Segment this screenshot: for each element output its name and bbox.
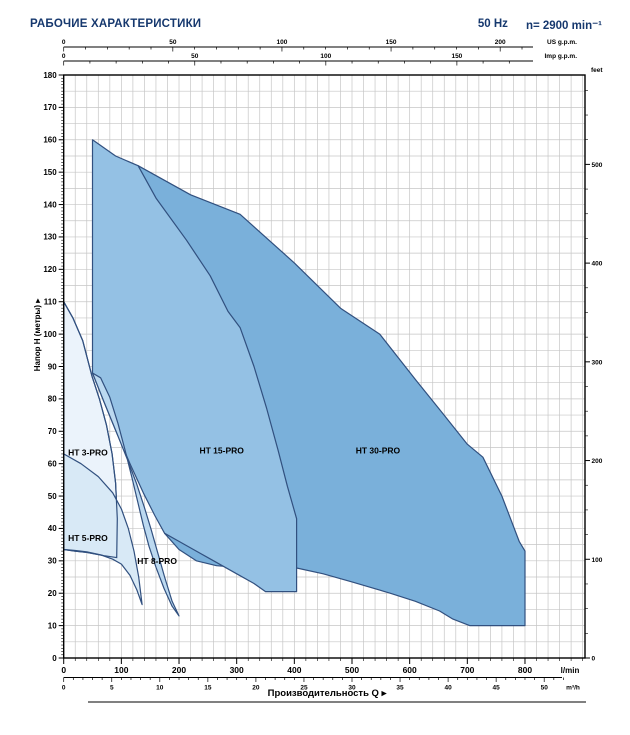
x-axis-usgpm	[63, 46, 533, 52]
y-tick-label: 60	[48, 459, 57, 468]
y-tick-label: 0	[52, 654, 57, 663]
m3h-tick-label: 15	[204, 685, 212, 692]
region-label-ht-3-pro: HT 3-PRO	[68, 447, 108, 457]
x-tick-label: 500	[345, 665, 359, 675]
x-tick-label: 400	[287, 665, 301, 675]
y-axis-meters	[58, 74, 64, 659]
y-tick-label: 40	[48, 524, 57, 533]
m3h-tick-label: 10	[156, 685, 164, 692]
m3h-tick-label: 25	[300, 685, 308, 692]
gpm-tick-label: 100	[277, 39, 288, 46]
feet-tick-label: 500	[592, 162, 603, 169]
y-tick-label: 160	[43, 136, 57, 145]
gpm-tick-label: 100	[320, 53, 331, 60]
y-tick-label: 50	[48, 492, 57, 501]
gpm-tick-label: 50	[169, 39, 177, 46]
x-unit-lpm: l/min	[561, 666, 580, 675]
feet-tick-label: 200	[592, 458, 603, 465]
m3h-tick-label: 30	[348, 685, 356, 692]
y-axis-title: Напор H (метры) ▸	[33, 298, 42, 372]
y-tick-label: 100	[43, 330, 57, 339]
region-ht-15-pro	[91, 139, 298, 593]
gpm-tick-label: 0	[62, 53, 66, 60]
y-tick-label: 70	[48, 427, 57, 436]
y-tick-label: 170	[43, 103, 57, 112]
x-axis-title: Производительность Q ▸	[268, 688, 388, 699]
y-tick-label: 20	[48, 589, 57, 598]
y-tick-label: 30	[48, 557, 57, 566]
y-tick-label: 80	[48, 395, 57, 404]
x-axis-impgpm-unit: Imp g.p.m.	[545, 53, 578, 60]
region-label-ht-15-pro: HT 15-PRO	[199, 446, 244, 456]
gpm-tick-label: 50	[191, 53, 199, 60]
y-tick-label: 130	[43, 233, 57, 242]
frequency-label: 50 Hz	[477, 18, 508, 30]
feet-tick-label: 100	[592, 557, 603, 564]
region-outline	[63, 299, 118, 559]
m3h-tick-label: 5	[110, 685, 114, 692]
series-regions	[63, 139, 526, 627]
m3h-tick-label: 35	[396, 685, 404, 692]
speed-label: n= 2900 min⁻¹	[525, 20, 602, 32]
y-axis-feet	[585, 90, 590, 659]
y-tick-label: 150	[43, 168, 57, 177]
page-title: РАБОЧИЕ ХАРАКТЕРИСТИКИ	[30, 18, 202, 30]
x-tick-label: 0	[61, 665, 66, 675]
feet-tick-label: 0	[592, 656, 596, 663]
gpm-tick-label: 0	[62, 39, 66, 46]
region-label-ht-8-pro: HT 8-PRO	[137, 556, 177, 566]
gpm-tick-label: 150	[451, 53, 462, 60]
y-tick-label: 110	[44, 298, 57, 307]
m3h-tick-label: 0	[62, 685, 66, 692]
y-tick-label: 90	[48, 362, 57, 371]
feet-tick-label: 400	[592, 261, 603, 268]
x-axis-lpm	[63, 658, 583, 664]
x-axis-usgpm-unit: US g.p.m.	[547, 39, 577, 46]
y-tick-label: 140	[43, 200, 57, 209]
m3h-tick-label: 50	[541, 685, 549, 692]
chart-header: РАБОЧИЕ ХАРАКТЕРИСТИКИ 50 Hz n= 2900 min…	[30, 18, 602, 32]
x-axis-impgpm	[63, 60, 533, 66]
x-tick-label: 600	[403, 665, 417, 675]
gpm-tick-label: 150	[386, 39, 397, 46]
region-ht-8-pro	[91, 372, 180, 617]
y-tick-label: 120	[43, 265, 57, 274]
region-label-ht-30-pro: HT 30-PRO	[356, 446, 401, 456]
x-tick-label: 200	[172, 665, 186, 675]
gpm-tick-label: 200	[495, 39, 506, 46]
x-tick-label: 300	[230, 665, 244, 675]
x-tick-label: 800	[518, 665, 532, 675]
y-unit-feet: feet	[591, 67, 603, 74]
m3h-tick-label: 45	[493, 685, 501, 692]
feet-tick-label: 300	[592, 359, 603, 366]
m3h-tick-label: 40	[444, 685, 452, 692]
y-tick-label: 10	[48, 621, 57, 630]
m3h-tick-label: 20	[252, 685, 260, 692]
x-tick-label: 100	[114, 665, 128, 675]
y-tick-label: 180	[43, 71, 57, 80]
x-tick-label: 700	[460, 665, 474, 675]
x-unit-m3h: m³/h	[566, 685, 580, 692]
region-label-ht-5-pro: HT 5-PRO	[68, 533, 108, 543]
x-axis-m3h	[63, 677, 564, 682]
